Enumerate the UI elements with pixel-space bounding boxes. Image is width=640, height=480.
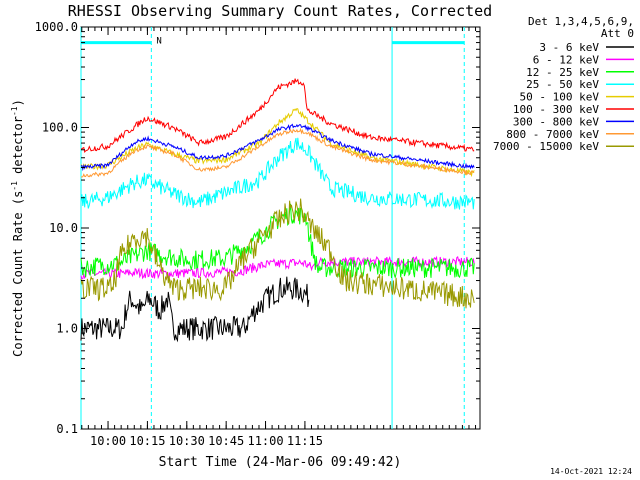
plot-area: N	[80, 26, 481, 430]
series-line-7	[80, 127, 475, 178]
x-axis: 10:00 10:15 10:30 10:45 11:00 11:15	[81, 27, 477, 448]
legend-label-8: 7000 - 15000 keV	[493, 140, 599, 153]
y-axis: 0.1 1.0 10.0 100.0 1000.0	[35, 20, 480, 436]
x-tick-label: 10:45	[208, 434, 244, 448]
y-tick-label: 100.0	[42, 121, 78, 135]
y-axis-label-part3: )	[11, 99, 25, 106]
night-marker: N	[156, 37, 161, 47]
series-line-6	[80, 123, 475, 172]
legend-label-1: 6 - 12 keV	[533, 53, 600, 66]
legend-label-2: 12 - 25 keV	[526, 66, 599, 79]
x-tick-label: 10:30	[169, 434, 205, 448]
legend-header-attenuator: Att 0	[601, 27, 634, 40]
series-line-3	[80, 137, 475, 210]
y-tick-label: 10.0	[49, 221, 78, 235]
series-line-4	[80, 107, 475, 178]
legend-header-detectors: Det 1,3,4,5,6,9,	[528, 15, 634, 28]
series-line-5	[80, 78, 475, 153]
x-tick-label: 11:00	[247, 434, 283, 448]
y-axis-label-part1: Corrected Count Rate (s	[11, 191, 25, 357]
footer-timestamp: 14-Oct-2021 12:24	[550, 467, 632, 476]
x-tick-label: 10:15	[129, 434, 165, 448]
x-tick-label: 10:00	[90, 434, 126, 448]
legend-label-5: 100 - 300 keV	[513, 103, 599, 116]
y-axis-label-sup2: -1	[10, 106, 19, 116]
series-line-0	[80, 276, 310, 343]
y-tick-label: 0.1	[56, 422, 78, 436]
x-tick-label: 11:15	[287, 434, 323, 448]
legend-label-3: 25 - 50 keV	[526, 78, 599, 91]
y-axis-label: Corrected Count Rate (s-1 detector-1)	[10, 99, 25, 357]
series-line-2	[80, 203, 475, 279]
y-tick-label: 1.0	[56, 322, 78, 336]
y-axis-label-part2: detector	[11, 116, 25, 181]
legend-label-7: 800 - 7000 keV	[506, 128, 599, 141]
legend-label-0: 3 - 6 keV	[539, 41, 599, 54]
legend-label-4: 50 - 100 keV	[520, 91, 600, 104]
x-axis-label: Start Time (24-Mar-06 09:49:42)	[159, 455, 402, 470]
y-tick-label: 1000.0	[35, 20, 78, 34]
series-line-8	[80, 198, 475, 309]
chart-title: RHESSI Observing Summary Count Rates, Co…	[68, 2, 492, 20]
legend-label-6: 300 - 800 keV	[513, 115, 599, 128]
y-axis-label-sup1: -1	[10, 181, 19, 191]
